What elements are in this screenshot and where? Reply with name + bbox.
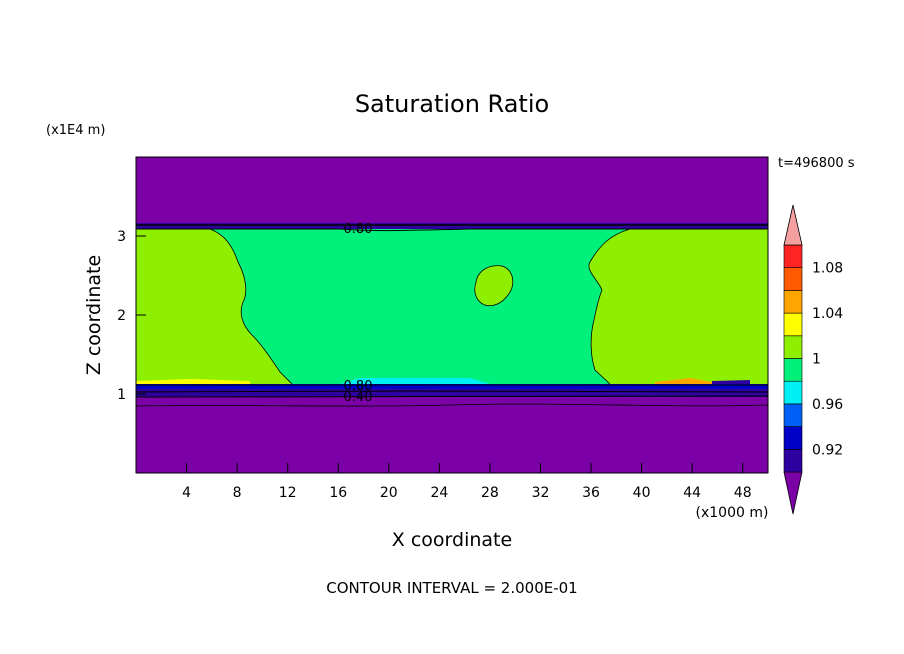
- contour-interval-note: CONTOUR INTERVAL = 2.000E-01: [326, 579, 577, 597]
- indigo-band: [136, 389, 768, 397]
- contour-line: [588, 228, 631, 385]
- y-axis: 3 2 1 Z coordinate: [83, 229, 146, 403]
- contour-line: [135, 390, 769, 393]
- chart-title: Saturation Ratio: [355, 90, 549, 118]
- time-label: t=496800 s: [778, 156, 855, 171]
- x-tick-label: 8: [233, 485, 242, 501]
- contour-label: 0.80: [344, 379, 373, 394]
- x-tick-label: 32: [532, 485, 550, 501]
- y-tick-label: 1: [117, 387, 126, 403]
- cloud-blob: [474, 265, 513, 306]
- x-tick-label: 16: [329, 485, 347, 501]
- contour-line: [135, 395, 769, 398]
- contour-line: [135, 403, 769, 407]
- x-tick-label: 28: [481, 485, 499, 501]
- x-axis-label: X coordinate: [392, 529, 512, 551]
- y-scale-label: (x1E4 m): [46, 123, 105, 138]
- yellow-patch-left: [136, 379, 250, 385]
- y-tick-label: 2: [117, 308, 126, 324]
- colorbar-label: 0.92: [812, 442, 843, 458]
- dark-patch-right: [712, 380, 750, 384]
- colorbar-segment: [783, 448, 803, 473]
- colorbar-label: 1: [812, 352, 821, 368]
- x-tick-label: 44: [683, 485, 701, 501]
- x-tick-label: 12: [279, 485, 297, 501]
- colorbar-segment: [783, 426, 803, 450]
- orange-patch-right: [655, 378, 712, 385]
- colorbar-segment: [783, 290, 803, 314]
- colorbar-label: 1.08: [812, 261, 843, 277]
- contour-label: 0.80: [344, 222, 373, 237]
- x-scale-label: (x1000 m): [696, 505, 769, 521]
- contour-label: 0.40: [344, 390, 373, 405]
- colorbar-segment: [783, 267, 803, 291]
- cloud-layer-left-side: [136, 229, 292, 384]
- contour-line: [474, 265, 514, 307]
- colorbar-label: 1.04: [812, 306, 843, 322]
- colorbar-segment: [783, 380, 803, 405]
- cloud-layer-right-side: [588, 229, 768, 384]
- cyan-patch: [340, 378, 490, 384]
- colorbar-segment: [783, 358, 803, 382]
- colorbar-segment: [783, 403, 803, 427]
- x-tick-label: 24: [430, 485, 448, 501]
- colorbar-arrow-low: [783, 471, 803, 515]
- y-tick-label: 3: [117, 229, 126, 245]
- x-axis: (x1000 m) X coordinate 4 8 12 16 20 24 28 32 36 4…: [182, 463, 768, 551]
- x-tick-label: 48: [734, 485, 752, 501]
- contour-line: [136, 228, 768, 232]
- x-tick-label: 20: [380, 485, 398, 501]
- colorbar: 1.08 1.04 1 0.96 0.92: [783, 204, 843, 515]
- x-tick-label: 36: [582, 485, 600, 501]
- y-axis-label: Z coordinate: [83, 255, 105, 375]
- colorbar-segment: [783, 312, 803, 337]
- x-tick-label: 4: [182, 485, 191, 501]
- contour-line: [209, 228, 293, 385]
- colorbar-segment: [783, 335, 803, 359]
- x-tick-label: 40: [633, 485, 651, 501]
- blue-band: [136, 384, 768, 389]
- plot-area: 0.80 0.80 0.40: [135, 156, 769, 474]
- colorbar-arrow-high: [783, 204, 803, 246]
- colorbar-label: 0.96: [812, 397, 843, 413]
- colorbar-segment: [783, 244, 803, 269]
- upper-contour-band: [136, 223, 768, 229]
